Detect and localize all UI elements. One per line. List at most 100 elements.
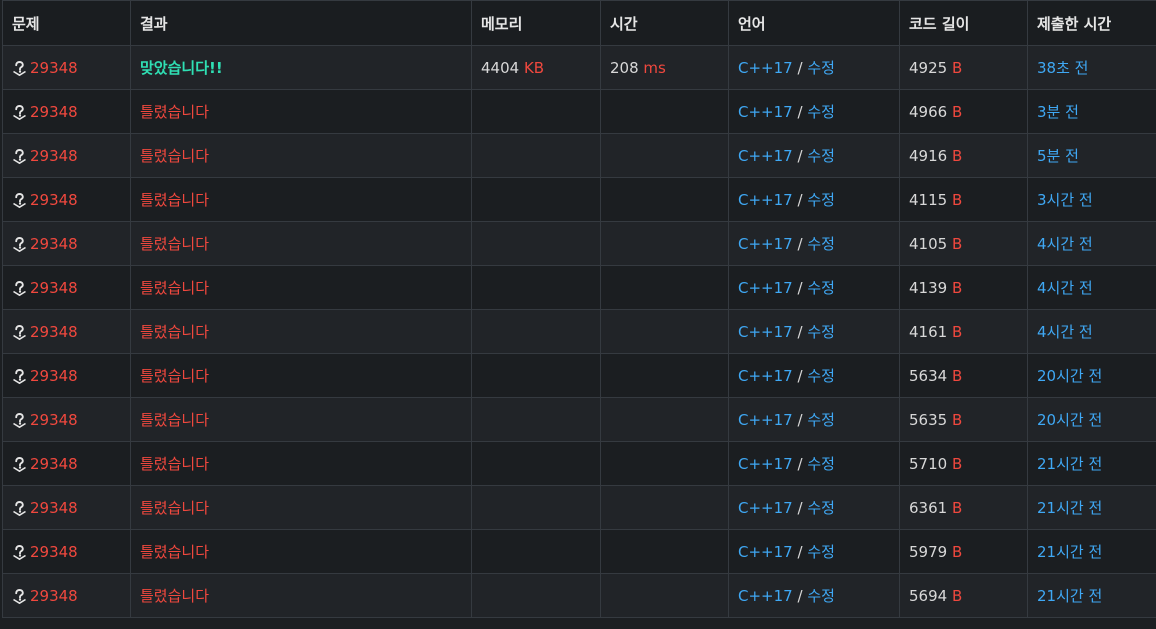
code-length-unit: B xyxy=(951,234,963,253)
edit-link[interactable]: 수정 xyxy=(807,323,835,341)
cell-code-length: 4916 B xyxy=(899,133,1028,178)
problem-link[interactable]: 29348 xyxy=(30,454,78,473)
cell-memory xyxy=(471,441,601,486)
cell-language: C++17 / 수정 xyxy=(728,265,900,310)
language-link[interactable]: C++17 xyxy=(738,367,793,385)
problem-link[interactable]: 29348 xyxy=(30,498,78,517)
cell-problem: 29348 xyxy=(2,529,131,574)
submitted-time-link[interactable]: 21시간 전 xyxy=(1037,499,1103,517)
problem-link[interactable]: 29348 xyxy=(30,586,78,605)
submitted-time-link[interactable]: 21시간 전 xyxy=(1037,543,1103,561)
code-length-unit: B xyxy=(951,190,963,209)
result-text: 틀렸습니다 xyxy=(140,543,210,561)
language-link[interactable]: C++17 xyxy=(738,103,793,121)
problem-link[interactable]: 29348 xyxy=(30,58,78,77)
cell-time xyxy=(600,397,729,442)
cell-memory xyxy=(471,177,601,222)
cell-submitted-time: 38초 전 xyxy=(1027,45,1156,90)
language-link[interactable]: C++17 xyxy=(738,323,793,341)
result-text: 틀렸습니다 xyxy=(140,235,210,253)
problem-link[interactable]: 29348 xyxy=(30,190,78,209)
submitted-time-link[interactable]: 38초 전 xyxy=(1037,59,1089,77)
cell-problem: 29348 xyxy=(2,89,131,134)
cell-problem: 29348 xyxy=(2,353,131,398)
submitted-time-link[interactable]: 20시간 전 xyxy=(1037,367,1103,385)
language-link[interactable]: C++17 xyxy=(738,235,793,253)
cell-problem: 29348 xyxy=(2,177,131,222)
problem-link[interactable]: 29348 xyxy=(30,366,78,385)
code-length-value: 4161 xyxy=(909,322,948,341)
cell-submitted-time: 20시간 전 xyxy=(1027,353,1156,398)
cell-language: C++17 / 수정 xyxy=(728,309,900,354)
cell-language: C++17 / 수정 xyxy=(728,573,900,618)
language-link[interactable]: C++17 xyxy=(738,587,793,605)
edit-link[interactable]: 수정 xyxy=(807,411,835,429)
edit-link[interactable]: 수정 xyxy=(807,367,835,385)
problem-link[interactable]: 29348 xyxy=(30,278,78,297)
edit-link[interactable]: 수정 xyxy=(807,587,835,605)
language-separator: / xyxy=(797,191,803,209)
language-link[interactable]: C++17 xyxy=(738,59,793,77)
problem-link[interactable]: 29348 xyxy=(30,234,78,253)
edit-link[interactable]: 수정 xyxy=(807,235,835,253)
cell-code-length: 5634 B xyxy=(899,353,1028,398)
problem-link[interactable]: 29348 xyxy=(30,322,78,341)
edit-link[interactable]: 수정 xyxy=(807,103,835,121)
language-separator: / xyxy=(797,411,803,429)
cell-memory xyxy=(471,485,601,530)
cell-submitted-time: 5분 전 xyxy=(1027,133,1156,178)
cell-time xyxy=(600,529,729,574)
edit-link[interactable]: 수정 xyxy=(807,59,835,77)
cell-result: 틀렸습니다 xyxy=(130,221,472,266)
submitted-time-link[interactable]: 3시간 전 xyxy=(1037,191,1093,209)
cell-result: 틀렸습니다 xyxy=(130,441,472,486)
submitted-time-link[interactable]: 4시간 전 xyxy=(1037,235,1093,253)
code-length-value: 5694 xyxy=(909,586,948,605)
edit-link[interactable]: 수정 xyxy=(807,543,835,561)
result-text: 틀렸습니다 xyxy=(140,103,210,121)
language-link[interactable]: C++17 xyxy=(738,455,793,473)
language-link[interactable]: C++17 xyxy=(738,543,793,561)
edit-link[interactable]: 수정 xyxy=(807,455,835,473)
edit-link[interactable]: 수정 xyxy=(807,191,835,209)
problem-link[interactable]: 29348 xyxy=(30,542,78,561)
language-link[interactable]: C++17 xyxy=(738,191,793,209)
problem-link[interactable]: 29348 xyxy=(30,410,78,429)
cell-time xyxy=(600,309,729,354)
cell-memory xyxy=(471,221,601,266)
cell-memory xyxy=(471,309,601,354)
cell-memory xyxy=(471,265,601,310)
cell-time xyxy=(600,221,729,266)
submitted-time-link[interactable]: 4시간 전 xyxy=(1037,323,1093,341)
language-link[interactable]: C++17 xyxy=(738,279,793,297)
submitted-time-link[interactable]: 21시간 전 xyxy=(1037,587,1103,605)
code-length-value: 4115 xyxy=(909,190,948,209)
cell-code-length: 4105 B xyxy=(899,221,1028,266)
language-link[interactable]: C++17 xyxy=(738,499,793,517)
language-link[interactable]: C++17 xyxy=(738,147,793,165)
code-length-unit: B xyxy=(951,278,963,297)
submitted-time-link[interactable]: 20시간 전 xyxy=(1037,411,1103,429)
submitted-time-link[interactable]: 21시간 전 xyxy=(1037,455,1103,473)
table-row: 29348 틀렸습니다 C++17 / 수정 4105 B 4시간 전 xyxy=(2,221,1156,266)
problem-link[interactable]: 29348 xyxy=(30,102,78,121)
cell-problem: 29348 xyxy=(2,309,131,354)
edit-link[interactable]: 수정 xyxy=(807,499,835,517)
cell-language: C++17 / 수정 xyxy=(728,221,900,266)
cell-result: 틀렸습니다 xyxy=(130,133,472,178)
submitted-time-link[interactable]: 3분 전 xyxy=(1037,103,1079,121)
code-length-value: 5634 xyxy=(909,366,948,385)
time-unit: ms xyxy=(643,58,666,77)
edit-link[interactable]: 수정 xyxy=(807,147,835,165)
cell-code-length: 5979 B xyxy=(899,529,1028,574)
edit-link[interactable]: 수정 xyxy=(807,279,835,297)
code-length-unit: B xyxy=(951,410,963,429)
question-mark-icon xyxy=(13,500,26,516)
submitted-time-link[interactable]: 4시간 전 xyxy=(1037,279,1093,297)
cell-problem: 29348 xyxy=(2,221,131,266)
language-link[interactable]: C++17 xyxy=(738,411,793,429)
problem-link[interactable]: 29348 xyxy=(30,146,78,165)
cell-result: 틀렸습니다 xyxy=(130,265,472,310)
submitted-time-link[interactable]: 5분 전 xyxy=(1037,147,1079,165)
